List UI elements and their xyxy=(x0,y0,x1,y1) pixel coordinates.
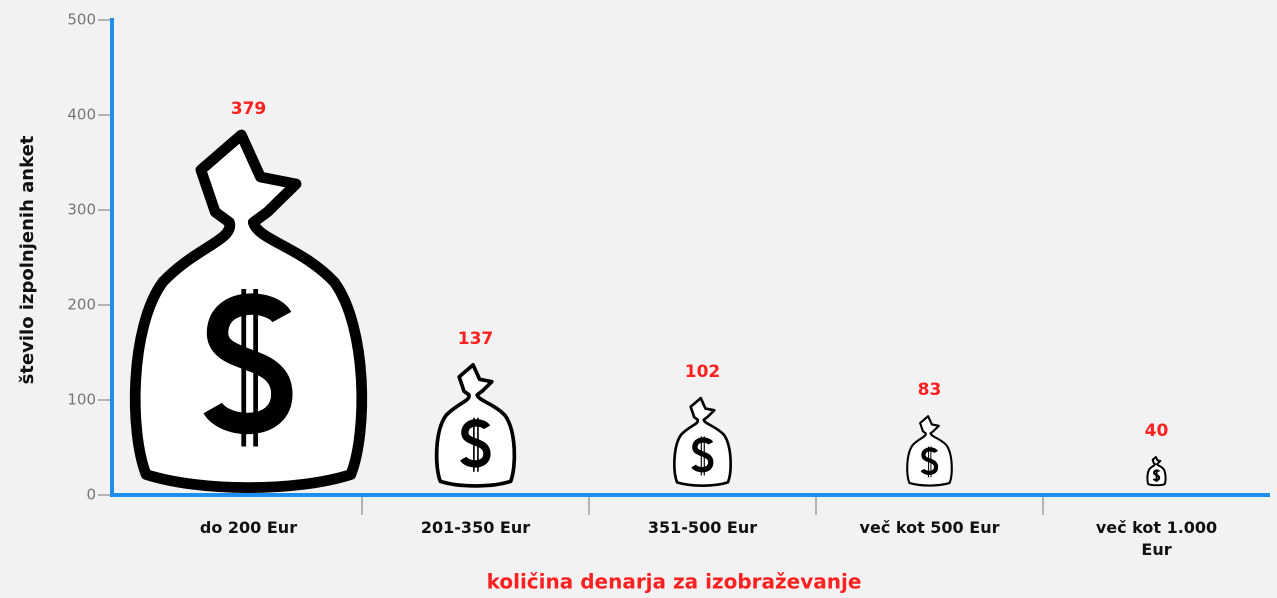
money-bag xyxy=(1147,457,1165,485)
x-tick-label: 201-350 Eur xyxy=(420,518,531,537)
value-label: 137 xyxy=(458,329,494,349)
value-label: 102 xyxy=(685,362,721,382)
money-bag xyxy=(907,416,952,485)
dollar-s xyxy=(922,449,936,472)
x-tick-label: do 200 Eur xyxy=(199,518,298,537)
value-label: 83 xyxy=(918,380,942,400)
dollar-bar xyxy=(929,446,931,477)
value-label: 379 xyxy=(231,99,267,119)
dollar-s xyxy=(694,440,711,470)
dollar-bar xyxy=(244,289,256,447)
x-tick-label: več kot 500 Eur xyxy=(859,518,1000,537)
y-tick-label: 100 xyxy=(67,391,96,409)
dollar-bar xyxy=(474,418,478,472)
x-tick-label: 351-500 Eur xyxy=(647,518,758,537)
x-tick-label: več kot 1.000 Eur xyxy=(1095,518,1218,559)
y-tick-label: 200 xyxy=(67,296,96,314)
y-tick-label: 300 xyxy=(67,201,96,219)
money-bag xyxy=(437,365,515,486)
value-label: 40 xyxy=(1145,421,1169,441)
y-tick-label: 0 xyxy=(86,486,96,504)
dollar-bar xyxy=(1156,469,1157,482)
y-tick-label: 500 xyxy=(67,11,96,29)
money-bag xyxy=(674,398,730,486)
y-axis-title: število izpolnjenih anket xyxy=(17,135,38,384)
y-tick-label: 400 xyxy=(67,106,96,124)
x-axis-title: količina denarja za izobraževanje xyxy=(487,570,862,594)
dollar-s xyxy=(463,423,487,464)
dollar-bar xyxy=(701,436,704,475)
money-bag xyxy=(135,135,362,488)
